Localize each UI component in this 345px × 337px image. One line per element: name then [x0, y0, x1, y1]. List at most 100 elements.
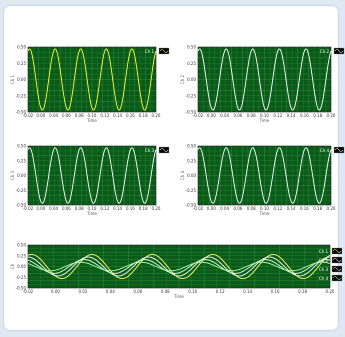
x-tick-label: 0.20: [152, 113, 161, 118]
x-tick-label: 0.12: [273, 206, 282, 211]
x-tick-label: -0.02: [23, 289, 34, 294]
x-axis-label: Time: [86, 211, 97, 216]
series-line-1: [197, 48, 332, 111]
legend-label: Ch 1: [319, 249, 329, 254]
x-tick-label: 0.14: [287, 113, 296, 118]
x-tick-label: 0.16: [126, 206, 135, 211]
x-tick-label: 0.12: [273, 113, 282, 118]
x-tick-label: 0.20: [326, 289, 335, 294]
x-tick-label: 0.04: [220, 113, 229, 118]
subplot-2: -0.02 0.00 0.04 0.06 0.08 0.10 0.12 0.14 0.16 0.1…: [180, 45, 345, 123]
x-tick-label: 0.14: [113, 206, 122, 211]
x-tick-label: 0.10: [88, 113, 97, 118]
legend-label: Ch 2: [320, 49, 330, 54]
x-tick-label: 0.18: [139, 113, 148, 118]
y-tick-label: -0.25: [16, 93, 27, 98]
y-tick-label: 0.00: [187, 173, 196, 178]
x-tick-label: 0.06: [233, 206, 242, 211]
y-tick-label: 0.50: [187, 144, 196, 149]
x-axis-label: Time: [173, 294, 184, 299]
x-tick-label: 0.18: [139, 206, 148, 211]
x-tick-label: 0.10: [88, 206, 97, 211]
x-tick-label: 0.10: [260, 113, 269, 118]
legend-label: Ch 3: [319, 267, 329, 272]
y-tick-label: -0.25: [186, 93, 197, 98]
x-tick-label: 0.00: [36, 206, 45, 211]
x-tick-label: 0.16: [126, 113, 135, 118]
subplot-5: -0.02 0.00 0.02 0.04 0.06 0.08 0.10 0.12 0.14 0.1…: [10, 243, 343, 299]
y-tick-label: -0.50: [16, 110, 27, 115]
legend-swatch: [332, 258, 342, 262]
legend-swatch: [332, 267, 342, 271]
x-tick-label: 0.00: [51, 289, 60, 294]
legend-label: Ch 2: [319, 258, 329, 263]
x-tick-label: 0.08: [247, 113, 256, 118]
legend-label: Ch 4: [320, 148, 330, 153]
x-tick-label: -0.02: [193, 206, 204, 211]
series-line-1: [27, 254, 331, 279]
x-axis-label: Time: [259, 118, 270, 123]
y-tick-label: 0.25: [17, 61, 26, 66]
series-line-1: [27, 48, 157, 111]
legend-swatch: [159, 148, 169, 152]
y-tick-label: 0.25: [187, 61, 196, 66]
x-tick-label: 0.08: [247, 206, 256, 211]
y-tick-label: 0.50: [17, 243, 26, 248]
x-tick-label: 0.10: [260, 206, 269, 211]
y-tick-label: 0.00: [17, 264, 26, 269]
series-line-4: [27, 261, 331, 272]
x-tick-label: 0.18: [313, 206, 322, 211]
x-tick-label: 0.00: [207, 206, 216, 211]
y-tick-label: 0.50: [17, 144, 26, 149]
y-tick-label: -0.25: [16, 188, 27, 193]
x-tick-label: 0.20: [327, 206, 336, 211]
x-tick-label: 0.12: [100, 113, 109, 118]
x-tick-label: 0.16: [300, 113, 309, 118]
x-tick-label: 0.14: [243, 289, 252, 294]
x-tick-label: 0.12: [216, 289, 225, 294]
x-tick-label: 0.14: [113, 113, 122, 118]
y-tick-label: 0.25: [17, 253, 26, 258]
x-axis-label: Time: [86, 118, 97, 123]
subplot-1: -0.02 0.00 0.04 0.06 0.08 0.10 0.12 0.14 0.16 0.1…: [10, 45, 170, 123]
legend-swatch: [334, 49, 344, 53]
x-tick-label: 0.06: [233, 113, 242, 118]
series-line-2: [27, 256, 331, 277]
y-axis-label: Ch 3: [10, 170, 15, 180]
x-tick-label: 0.04: [106, 289, 115, 294]
x-tick-label: 0.04: [220, 206, 229, 211]
x-tick-label: 0.12: [100, 206, 109, 211]
y-axis-label: Ch 2: [180, 74, 185, 84]
series-line-3: [27, 259, 331, 274]
x-tick-label: -0.02: [193, 113, 204, 118]
x-tick-label: 0.10: [188, 289, 197, 294]
y-tick-label: 0.25: [187, 158, 196, 163]
x-tick-label: 0.18: [313, 113, 322, 118]
y-tick-label: -0.50: [16, 286, 27, 291]
x-tick-label: 0.00: [36, 113, 45, 118]
legend-swatch: [159, 49, 169, 53]
y-axis-label: Ch 1: [10, 74, 15, 84]
subplot-4: -0.02 0.00 0.04 0.06 0.08 0.10 0.12 0.14 0.16 0.1…: [180, 144, 345, 216]
x-tick-label: 0.08: [75, 113, 84, 118]
x-tick-label: 0.16: [271, 289, 280, 294]
y-tick-label: -0.25: [186, 188, 197, 193]
y-tick-label: -0.50: [186, 110, 197, 115]
x-tick-label: 0.00: [207, 113, 216, 118]
y-tick-label: 0.00: [17, 77, 26, 82]
y-tick-label: 0.50: [17, 45, 26, 50]
x-tick-label: 0.14: [287, 206, 296, 211]
x-tick-label: 0.06: [133, 289, 142, 294]
y-tick-label: 0.00: [17, 173, 26, 178]
subplot-3: -0.02 0.00 0.04 0.06 0.08 0.10 0.12 0.14 0.16 0.1…: [10, 144, 170, 216]
x-tick-label: 0.16: [300, 206, 309, 211]
y-axis-label: Ch 4: [180, 170, 185, 180]
y-tick-label: -0.50: [16, 203, 27, 208]
legend-swatch: [332, 249, 342, 253]
series-line-1: [27, 147, 157, 204]
x-tick-label: 0.08: [75, 206, 84, 211]
y-tick-label: -0.50: [186, 203, 197, 208]
x-axis-label: Time: [259, 211, 270, 216]
series-line-1: [197, 147, 332, 204]
